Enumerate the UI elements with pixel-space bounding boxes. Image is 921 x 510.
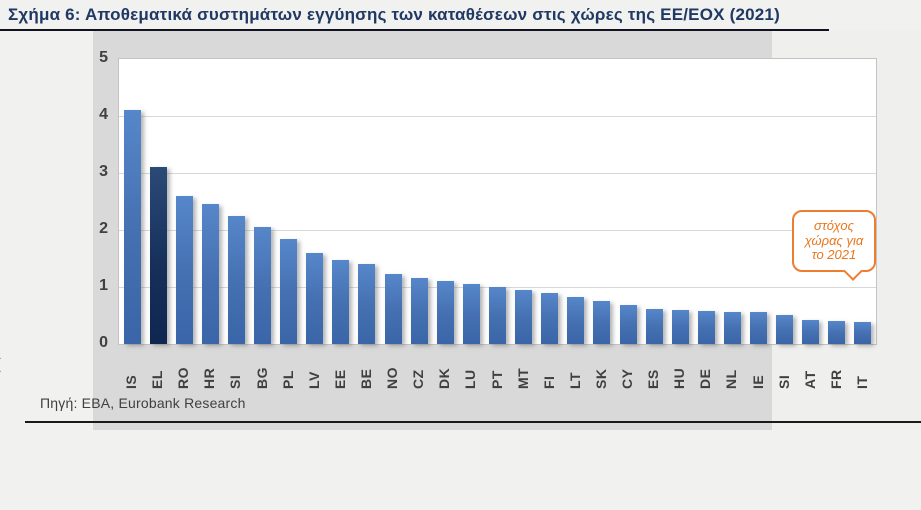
bar-CY (619, 305, 637, 344)
x-label-CZ-11: CZ (410, 369, 427, 389)
gridline-3 (119, 173, 876, 174)
x-label-RO-2: RO (175, 367, 192, 389)
x-label-IS-0: IS (123, 374, 140, 389)
x-label-SK-18: SK (592, 368, 609, 389)
bar-EL (149, 167, 167, 344)
x-label-EL-1: EL (149, 370, 166, 389)
y-tick-5: 5 (99, 49, 108, 66)
bar-BG (254, 227, 272, 344)
x-label-ES-20: ES (645, 369, 662, 389)
y-tick-3: 3 (99, 163, 108, 180)
bar-DK (436, 281, 454, 344)
x-label-HR-3: HR (201, 367, 218, 389)
bar-ES (645, 308, 663, 344)
y-tick-4: 4 (99, 106, 108, 123)
bar-HR (201, 204, 219, 344)
bar-NL (723, 311, 741, 344)
y-tick-1: 1 (99, 277, 108, 294)
x-label-EE-8: EE (331, 369, 348, 389)
gridline-4 (119, 116, 876, 117)
x-label-LU-13: LU (462, 369, 479, 389)
x-label-PT-14: PT (488, 370, 505, 389)
plot-area (118, 58, 877, 345)
bar-DE (697, 310, 715, 344)
x-label-IE-24: IE (749, 374, 766, 389)
x-label-IT-28: IT (853, 375, 870, 389)
x-label-LT-17: LT (566, 371, 583, 389)
bar-NO (384, 274, 402, 344)
title-divider (0, 29, 829, 31)
bar-SI (227, 215, 245, 344)
x-label-NL-23: NL (723, 369, 740, 389)
x-label-MT-15: MT (514, 367, 531, 389)
bar-IT (854, 322, 872, 344)
bar-AT (802, 319, 820, 344)
x-label-NO-10: NO (384, 367, 401, 389)
bar-FI (541, 292, 559, 344)
bar-IS (123, 110, 141, 344)
x-label-AT-26: AT (801, 370, 818, 389)
bar-CZ (410, 278, 428, 344)
x-label-SI-25: SI (775, 374, 792, 389)
annotation-line2: χώρας για (804, 232, 864, 248)
x-label-DK-12: DK (436, 367, 453, 389)
bar-SK (593, 301, 611, 344)
bar-PL (280, 238, 298, 344)
x-label-BG-5: BG (253, 367, 270, 389)
y-axis-title: δείκτης καλυπτόμενων καταθέσεων (%) (0, 290, 2, 510)
x-label-CY-19: CY (619, 368, 636, 389)
x-label-DE-22: DE (697, 368, 714, 389)
bar-RO (175, 195, 193, 344)
bar-LV (306, 252, 324, 344)
x-label-BE-9: BE (357, 368, 374, 389)
bar-LU (462, 284, 480, 344)
bar-PT (489, 287, 506, 344)
bar-LT (567, 297, 585, 344)
y-tick-0: 0 (99, 334, 108, 351)
x-label-FR-27: FR (827, 369, 844, 389)
annotation-line1: στόχος (814, 217, 854, 233)
x-label-SI-4: SI (227, 374, 244, 389)
bar-IE (750, 312, 768, 344)
bar-FR (828, 320, 846, 344)
x-label-PL-6: PL (279, 370, 296, 389)
y-tick-2: 2 (99, 220, 108, 237)
bar-SI (776, 314, 794, 344)
y-axis-title-line2: καταθέσεων (%) (0, 290, 2, 510)
annotation-line3: το 2021 (811, 247, 857, 263)
target-annotation-callout: στόχος χώρας για το 2021 (792, 210, 876, 272)
x-label-LV-7: LV (305, 371, 322, 389)
figure-title: Σχήμα 6: Αποθεματικά συστημάτων εγγύησης… (8, 5, 780, 24)
x-label-HU-21: HU (671, 367, 688, 389)
bar-MT (515, 289, 533, 344)
x-label-FI-16: FI (540, 375, 557, 389)
bar-BE (358, 264, 376, 344)
bottom-divider (25, 421, 921, 423)
bar-EE (332, 259, 350, 344)
bar-HU (671, 309, 689, 344)
source-note: Πηγή: EBA, Eurobank Research (40, 395, 246, 411)
gridline-2 (119, 230, 876, 231)
